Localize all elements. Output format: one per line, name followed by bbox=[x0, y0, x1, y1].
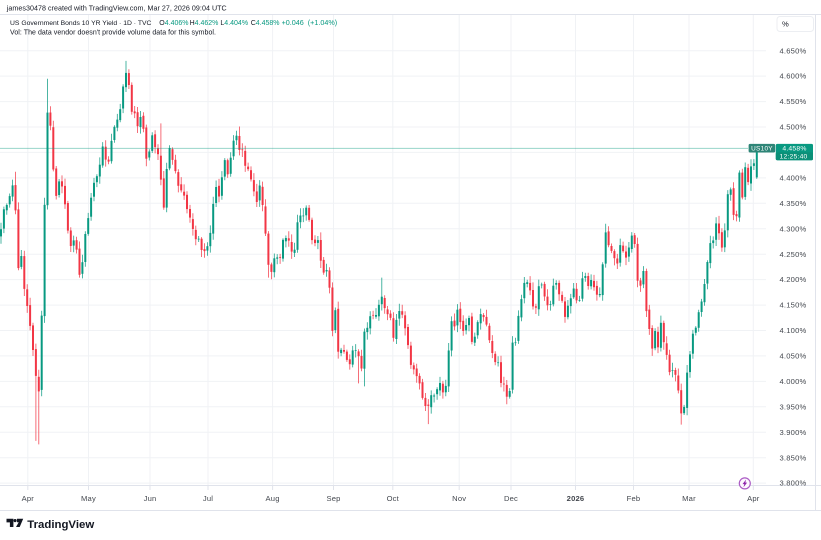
svg-text:4.050%: 4.050% bbox=[780, 352, 807, 361]
svg-text:4.100%: 4.100% bbox=[780, 326, 807, 335]
svg-text:Apr: Apr bbox=[747, 494, 760, 503]
svg-text:L4.404%: L4.404% bbox=[220, 20, 248, 27]
svg-text:4.300%: 4.300% bbox=[780, 224, 807, 233]
svg-text:4.400%: 4.400% bbox=[780, 174, 807, 183]
svg-text:3.950%: 3.950% bbox=[780, 402, 807, 411]
svg-text:3.900%: 3.900% bbox=[780, 428, 807, 437]
svg-text:Apr: Apr bbox=[22, 494, 35, 503]
svg-text:%: % bbox=[782, 20, 789, 29]
svg-text:Mar: Mar bbox=[682, 494, 696, 503]
svg-text:TradingView: TradingView bbox=[27, 519, 94, 531]
svg-text:Jul: Jul bbox=[203, 494, 213, 503]
svg-text:4.650%: 4.650% bbox=[780, 46, 807, 55]
svg-text:4.600%: 4.600% bbox=[780, 72, 807, 81]
svg-text:3.850%: 3.850% bbox=[780, 453, 807, 462]
svg-text:+0.046 (+1.04%): +0.046 (+1.04%) bbox=[282, 18, 338, 27]
svg-text:james30478 created with Tradin: james30478 created with TradingView.com,… bbox=[6, 4, 227, 12]
svg-text:4.500%: 4.500% bbox=[780, 123, 807, 132]
svg-text:Nov: Nov bbox=[452, 494, 466, 503]
svg-text:H4.462%: H4.462% bbox=[190, 20, 219, 27]
svg-text:4.550%: 4.550% bbox=[780, 97, 807, 106]
svg-text:O4.406%: O4.406% bbox=[159, 20, 188, 27]
svg-text:C4.458%: C4.458% bbox=[251, 20, 280, 27]
svg-text:Jun: Jun bbox=[144, 494, 157, 503]
svg-text:Aug: Aug bbox=[266, 494, 280, 503]
svg-text:Dec: Dec bbox=[504, 494, 518, 503]
svg-text:May: May bbox=[81, 494, 96, 503]
svg-text:3.800%: 3.800% bbox=[780, 479, 807, 488]
svg-text:12:25:40: 12:25:40 bbox=[779, 154, 807, 161]
svg-text:4.350%: 4.350% bbox=[780, 199, 807, 208]
svg-text:Vol: The data vendor doesn't p: Vol: The data vendor doesn't provide vol… bbox=[10, 29, 216, 36]
svg-text:4.150%: 4.150% bbox=[780, 301, 807, 310]
svg-text:Sep: Sep bbox=[326, 494, 340, 503]
svg-text:2026: 2026 bbox=[567, 494, 585, 503]
svg-text:Oct: Oct bbox=[387, 494, 400, 503]
svg-text:4.200%: 4.200% bbox=[780, 275, 807, 284]
svg-text:4.000%: 4.000% bbox=[780, 377, 807, 386]
svg-text:US Government Bonds 10 YR Yiel: US Government Bonds 10 YR Yield · 1D · T… bbox=[10, 20, 152, 27]
svg-text:4.250%: 4.250% bbox=[780, 250, 807, 259]
svg-text:US10Y: US10Y bbox=[751, 146, 773, 153]
svg-text:Feb: Feb bbox=[627, 494, 641, 503]
svg-text:4.458%: 4.458% bbox=[782, 146, 806, 153]
